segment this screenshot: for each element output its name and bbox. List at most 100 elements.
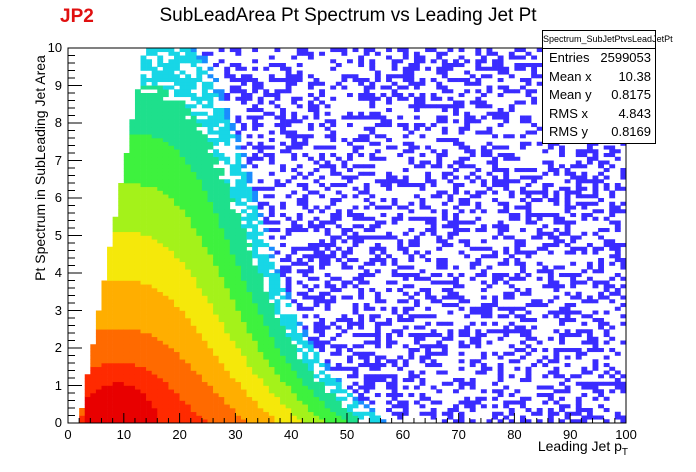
heatmap-cell xyxy=(458,329,465,334)
heatmap-cell xyxy=(196,164,203,169)
heatmap-cell xyxy=(123,183,130,188)
heatmap-cell xyxy=(285,231,292,236)
heatmap-cell xyxy=(162,179,169,184)
heatmap-cell xyxy=(386,235,392,240)
heatmap-cell xyxy=(503,306,510,311)
heatmap-cell xyxy=(469,359,476,364)
heatmap-cell xyxy=(95,374,102,379)
heatmap-cell xyxy=(559,318,565,323)
heatmap-cell xyxy=(519,404,526,409)
heatmap-cell xyxy=(146,250,152,255)
heatmap-cell xyxy=(162,239,169,244)
heatmap-cell xyxy=(268,63,275,68)
heatmap-cell xyxy=(95,344,102,349)
heatmap-cell xyxy=(547,250,554,255)
heatmap-cell xyxy=(123,303,130,308)
heatmap-cell xyxy=(240,89,247,94)
heatmap-cell xyxy=(519,306,526,311)
heatmap-cell xyxy=(134,389,141,394)
heatmap-cell xyxy=(185,348,192,353)
heatmap-cell xyxy=(107,355,113,360)
heatmap-cell xyxy=(190,370,197,375)
heatmap-cell xyxy=(196,250,203,255)
heatmap-cell xyxy=(480,321,487,326)
heatmap-cell xyxy=(586,194,593,199)
heatmap-cell xyxy=(374,336,381,341)
heatmap-cell xyxy=(123,318,130,323)
heatmap-cell xyxy=(469,115,476,120)
heatmap-cell xyxy=(224,280,231,285)
heatmap-cell xyxy=(313,404,320,409)
heatmap-cell xyxy=(112,318,119,323)
heatmap-cell xyxy=(157,329,164,334)
heatmap-cell xyxy=(391,310,398,315)
heatmap-cell xyxy=(123,175,130,180)
heatmap-cell xyxy=(218,310,225,315)
heatmap-cell xyxy=(598,325,604,330)
heatmap-cell xyxy=(285,363,292,368)
heatmap-cell xyxy=(475,168,482,173)
heatmap-cell xyxy=(319,81,325,86)
heatmap-cell xyxy=(207,411,214,416)
heatmap-cell xyxy=(174,284,180,289)
heatmap-cell xyxy=(575,160,582,165)
heatmap-cell xyxy=(246,355,253,360)
heatmap-cell xyxy=(441,261,448,266)
heatmap-cell xyxy=(280,149,286,154)
heatmap-cell xyxy=(347,235,353,240)
heatmap-cell xyxy=(268,389,275,394)
heatmap-cell xyxy=(330,138,337,143)
heatmap-cell xyxy=(185,186,192,191)
heatmap-cell xyxy=(107,321,113,326)
heatmap-cell xyxy=(224,351,231,356)
heatmap-cell xyxy=(190,48,197,53)
heatmap-cell xyxy=(464,243,471,248)
heatmap-cell xyxy=(146,411,152,416)
heatmap-cell xyxy=(185,108,192,113)
heatmap-cell xyxy=(240,183,247,188)
heatmap-cell xyxy=(196,55,203,60)
heatmap-cell xyxy=(274,291,281,296)
heatmap-cell xyxy=(168,243,175,248)
heatmap-cell xyxy=(492,175,498,180)
heatmap-cell xyxy=(475,194,482,199)
heatmap-cell xyxy=(464,126,471,131)
heatmap-cell xyxy=(330,404,337,409)
heatmap-cell xyxy=(363,363,370,368)
heatmap-cell xyxy=(447,291,454,296)
heatmap-cell xyxy=(397,239,404,244)
heatmap-cell xyxy=(190,141,197,146)
heatmap-cell xyxy=(319,183,325,188)
heatmap-cell xyxy=(146,209,152,214)
heatmap-cell xyxy=(285,216,292,221)
heatmap-cell xyxy=(196,119,203,124)
heatmap-cell xyxy=(190,333,197,338)
heatmap-cell xyxy=(162,393,169,398)
heatmap-cell xyxy=(134,149,141,154)
heatmap-cell xyxy=(341,239,348,244)
heatmap-cell xyxy=(559,284,565,289)
heatmap-cell xyxy=(391,378,398,383)
heatmap-cell xyxy=(218,235,225,240)
heatmap-cell xyxy=(196,153,203,158)
heatmap-cell xyxy=(229,250,236,255)
heatmap-cell xyxy=(196,258,203,263)
heatmap-cell xyxy=(134,153,141,158)
heatmap-cell xyxy=(503,205,510,210)
heatmap-cell xyxy=(285,374,292,379)
heatmap-cell xyxy=(430,93,437,98)
heatmap-cell xyxy=(134,254,141,259)
heatmap-cell xyxy=(419,134,426,139)
heatmap-cell xyxy=(559,273,565,278)
heatmap-cell xyxy=(263,336,270,341)
heatmap-cell xyxy=(190,348,197,353)
heatmap-cell xyxy=(257,306,264,311)
heatmap-cell xyxy=(358,351,365,356)
heatmap-cell xyxy=(201,51,208,56)
heatmap-cell xyxy=(257,243,264,248)
heatmap-cell xyxy=(296,104,303,109)
heatmap-cell xyxy=(246,299,253,304)
heatmap-cell xyxy=(240,276,247,281)
heatmap-cell xyxy=(291,400,298,405)
heatmap-cell xyxy=(497,78,504,83)
